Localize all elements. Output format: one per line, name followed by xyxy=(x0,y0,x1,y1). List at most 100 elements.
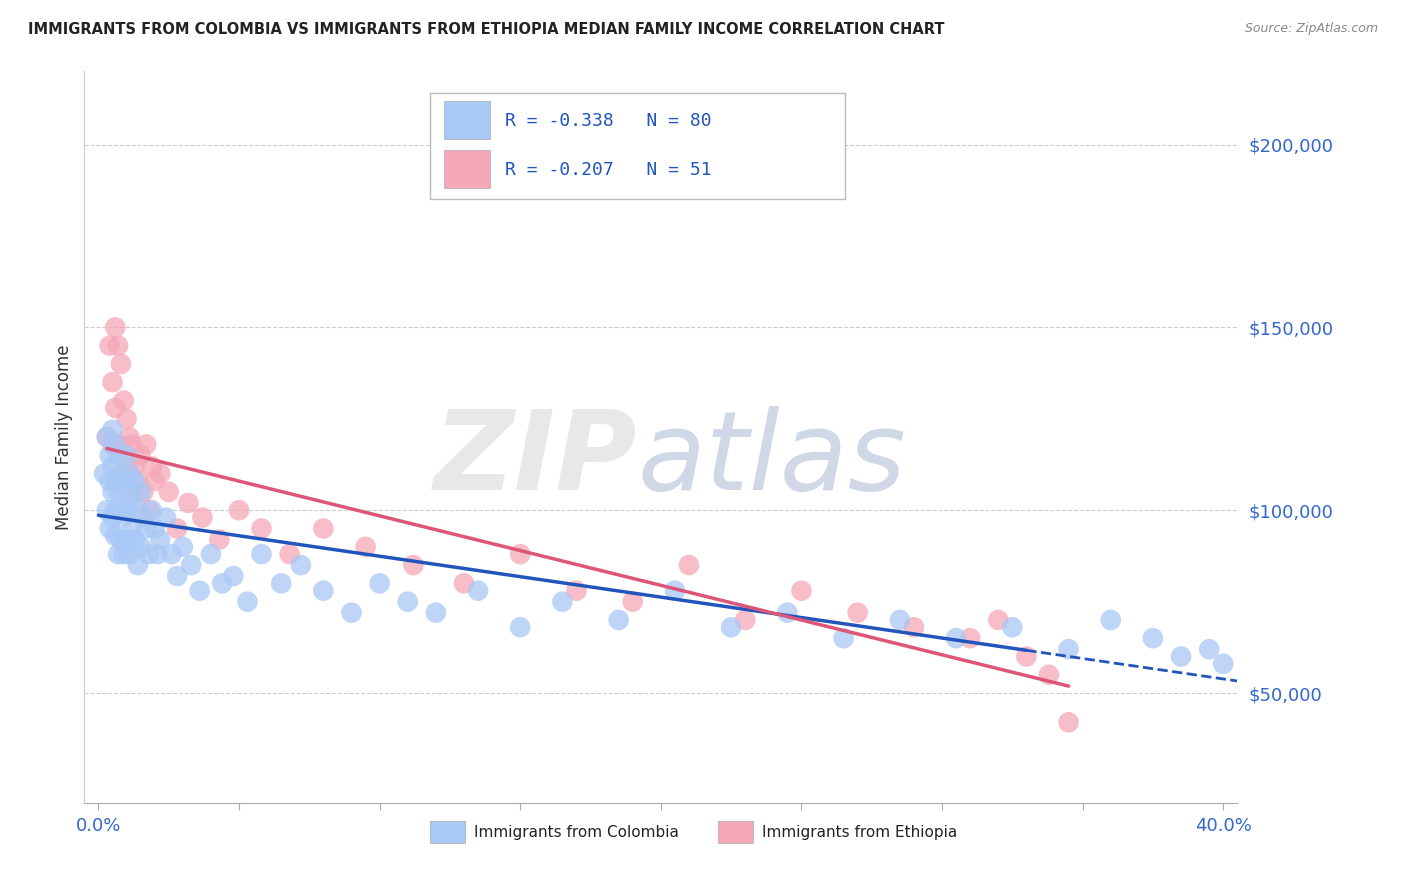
Point xyxy=(107,448,129,462)
Point xyxy=(157,484,180,499)
Point xyxy=(340,606,363,620)
Point xyxy=(177,496,200,510)
Point xyxy=(270,576,292,591)
Point xyxy=(101,459,124,474)
Point xyxy=(124,533,146,547)
Point xyxy=(166,521,188,535)
Point xyxy=(110,467,132,481)
Point xyxy=(107,547,129,561)
Point xyxy=(211,576,233,591)
Point xyxy=(96,503,118,517)
Point xyxy=(98,448,121,462)
Point xyxy=(98,521,121,535)
Point xyxy=(453,576,475,591)
Point xyxy=(790,583,813,598)
Point xyxy=(135,521,157,535)
Point xyxy=(846,606,869,620)
Point xyxy=(832,632,855,646)
Text: atlas: atlas xyxy=(638,406,907,513)
Point xyxy=(110,503,132,517)
Point xyxy=(115,533,138,547)
Point xyxy=(607,613,630,627)
Text: Immigrants from Colombia: Immigrants from Colombia xyxy=(474,824,679,839)
Text: R = -0.338   N = 80: R = -0.338 N = 80 xyxy=(505,112,711,130)
Text: R = -0.207   N = 51: R = -0.207 N = 51 xyxy=(505,161,711,179)
Point xyxy=(112,474,135,488)
Point xyxy=(959,632,981,646)
Point xyxy=(112,547,135,561)
Point xyxy=(101,510,124,524)
Point xyxy=(107,484,129,499)
FancyBboxPatch shape xyxy=(430,821,465,843)
Point xyxy=(467,583,489,598)
Point xyxy=(509,547,531,561)
Point xyxy=(903,620,925,634)
Point xyxy=(104,503,127,517)
FancyBboxPatch shape xyxy=(444,151,491,188)
Point xyxy=(720,620,742,634)
Point xyxy=(115,411,138,425)
Point xyxy=(110,357,132,371)
Y-axis label: Median Family Income: Median Family Income xyxy=(55,344,73,530)
Point xyxy=(121,521,143,535)
Point xyxy=(1198,642,1220,657)
Point xyxy=(98,338,121,352)
Point xyxy=(112,393,135,408)
Point xyxy=(110,533,132,547)
Point xyxy=(112,474,135,488)
Point xyxy=(146,547,169,561)
Point xyxy=(160,547,183,561)
Point xyxy=(107,338,129,352)
Point xyxy=(101,375,124,389)
Point xyxy=(312,521,335,535)
Point xyxy=(129,448,152,462)
Point xyxy=(166,569,188,583)
Point xyxy=(222,569,245,583)
Point xyxy=(98,474,121,488)
Point xyxy=(149,467,172,481)
Point xyxy=(149,533,172,547)
Point xyxy=(155,510,177,524)
Point xyxy=(987,613,1010,627)
Point xyxy=(396,594,419,608)
Point xyxy=(104,320,127,334)
Point xyxy=(127,558,149,573)
Point xyxy=(121,437,143,451)
Point xyxy=(135,437,157,451)
Point xyxy=(180,558,202,573)
Point xyxy=(141,459,163,474)
Point xyxy=(1057,715,1080,730)
Point xyxy=(127,503,149,517)
Point xyxy=(1212,657,1234,671)
Point xyxy=(354,540,377,554)
Point xyxy=(104,474,127,488)
Point xyxy=(107,437,129,451)
Point xyxy=(1057,642,1080,657)
Point xyxy=(228,503,250,517)
Point xyxy=(93,467,115,481)
Point xyxy=(96,430,118,444)
Point xyxy=(1015,649,1038,664)
Point xyxy=(290,558,312,573)
Point xyxy=(115,474,138,488)
Point xyxy=(118,547,141,561)
Point xyxy=(118,484,141,499)
Point xyxy=(118,496,141,510)
Point xyxy=(138,503,160,517)
FancyBboxPatch shape xyxy=(718,821,754,843)
Point xyxy=(121,484,143,499)
Point xyxy=(776,606,799,620)
Point xyxy=(138,547,160,561)
Point xyxy=(96,430,118,444)
Point xyxy=(141,503,163,517)
Point xyxy=(101,437,124,451)
Point xyxy=(945,632,967,646)
Point xyxy=(143,474,166,488)
Point xyxy=(115,503,138,517)
Point xyxy=(118,467,141,481)
Point xyxy=(200,547,222,561)
Point xyxy=(425,606,447,620)
Point xyxy=(104,401,127,415)
Point xyxy=(664,583,686,598)
Point xyxy=(118,430,141,444)
